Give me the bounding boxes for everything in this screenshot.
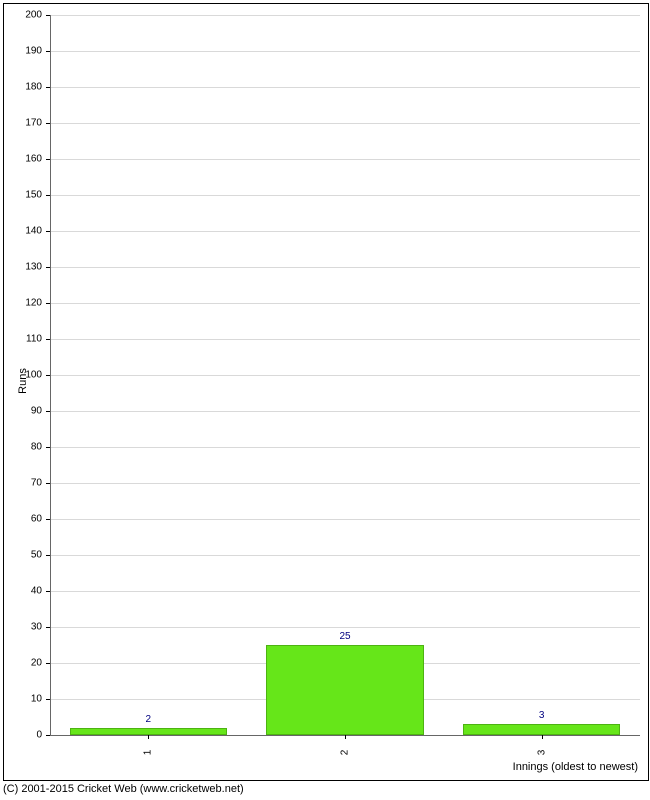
- y-tick-label: 50: [0, 550, 42, 561]
- gridline: [50, 87, 640, 88]
- y-tick-mark: [46, 699, 50, 700]
- y-tick-mark: [46, 627, 50, 628]
- gridline: [50, 267, 640, 268]
- y-tick-label: 0: [0, 730, 42, 741]
- y-tick-mark: [46, 519, 50, 520]
- y-tick-label: 20: [0, 658, 42, 669]
- x-axis-label: Innings (oldest to newest): [513, 761, 638, 773]
- gridline: [50, 123, 640, 124]
- x-tick-mark: [148, 735, 149, 739]
- gridline: [50, 339, 640, 340]
- x-tick-label: 2: [340, 747, 351, 759]
- y-tick-label: 170: [0, 118, 42, 129]
- gridline: [50, 591, 640, 592]
- y-tick-label: 30: [0, 622, 42, 633]
- gridline: [50, 159, 640, 160]
- y-tick-mark: [46, 735, 50, 736]
- gridline: [50, 519, 640, 520]
- y-tick-label: 200: [0, 10, 42, 21]
- y-tick-mark: [46, 339, 50, 340]
- gridline: [50, 375, 640, 376]
- y-tick-label: 110: [0, 334, 42, 345]
- y-tick-mark: [46, 375, 50, 376]
- y-tick-mark: [46, 663, 50, 664]
- y-tick-mark: [46, 159, 50, 160]
- gridline: [50, 483, 640, 484]
- bar-value-label: 3: [539, 710, 545, 721]
- gridline: [50, 195, 640, 196]
- y-tick-label: 150: [0, 190, 42, 201]
- y-tick-mark: [46, 267, 50, 268]
- gridline: [50, 15, 640, 16]
- gridline: [50, 411, 640, 412]
- x-tick-mark: [345, 735, 346, 739]
- bar-value-label: 25: [339, 631, 350, 642]
- y-tick-label: 10: [0, 694, 42, 705]
- y-tick-mark: [46, 303, 50, 304]
- y-axis-line: [50, 15, 51, 735]
- y-tick-mark: [46, 87, 50, 88]
- y-tick-mark: [46, 447, 50, 448]
- y-tick-label: 80: [0, 442, 42, 453]
- copyright-text: (C) 2001-2015 Cricket Web (www.cricketwe…: [3, 783, 244, 795]
- y-tick-label: 130: [0, 262, 42, 273]
- y-tick-mark: [46, 555, 50, 556]
- y-tick-label: 90: [0, 406, 42, 417]
- y-tick-mark: [46, 483, 50, 484]
- y-tick-mark: [46, 15, 50, 16]
- chart-container: 0102030405060708090100110120130140150160…: [0, 0, 650, 800]
- y-tick-label: 160: [0, 154, 42, 165]
- gridline: [50, 555, 640, 556]
- gridline: [50, 231, 640, 232]
- y-tick-label: 60: [0, 514, 42, 525]
- gridline: [50, 303, 640, 304]
- y-tick-label: 180: [0, 82, 42, 93]
- bar: [266, 645, 423, 735]
- y-tick-mark: [46, 591, 50, 592]
- bar-value-label: 2: [146, 714, 152, 725]
- gridline: [50, 51, 640, 52]
- y-tick-mark: [46, 123, 50, 124]
- bar: [70, 728, 227, 735]
- y-tick-mark: [46, 195, 50, 196]
- y-tick-label: 140: [0, 226, 42, 237]
- x-tick-label: 3: [536, 747, 547, 759]
- gridline: [50, 447, 640, 448]
- y-tick-label: 70: [0, 478, 42, 489]
- gridline: [50, 627, 640, 628]
- bar: [463, 724, 620, 735]
- y-tick-mark: [46, 411, 50, 412]
- x-tick-label: 1: [143, 747, 154, 759]
- y-tick-label: 40: [0, 586, 42, 597]
- x-tick-mark: [542, 735, 543, 739]
- y-tick-mark: [46, 51, 50, 52]
- y-tick-label: 120: [0, 298, 42, 309]
- y-axis-label: Runs: [17, 368, 29, 394]
- y-tick-label: 190: [0, 46, 42, 57]
- y-tick-mark: [46, 231, 50, 232]
